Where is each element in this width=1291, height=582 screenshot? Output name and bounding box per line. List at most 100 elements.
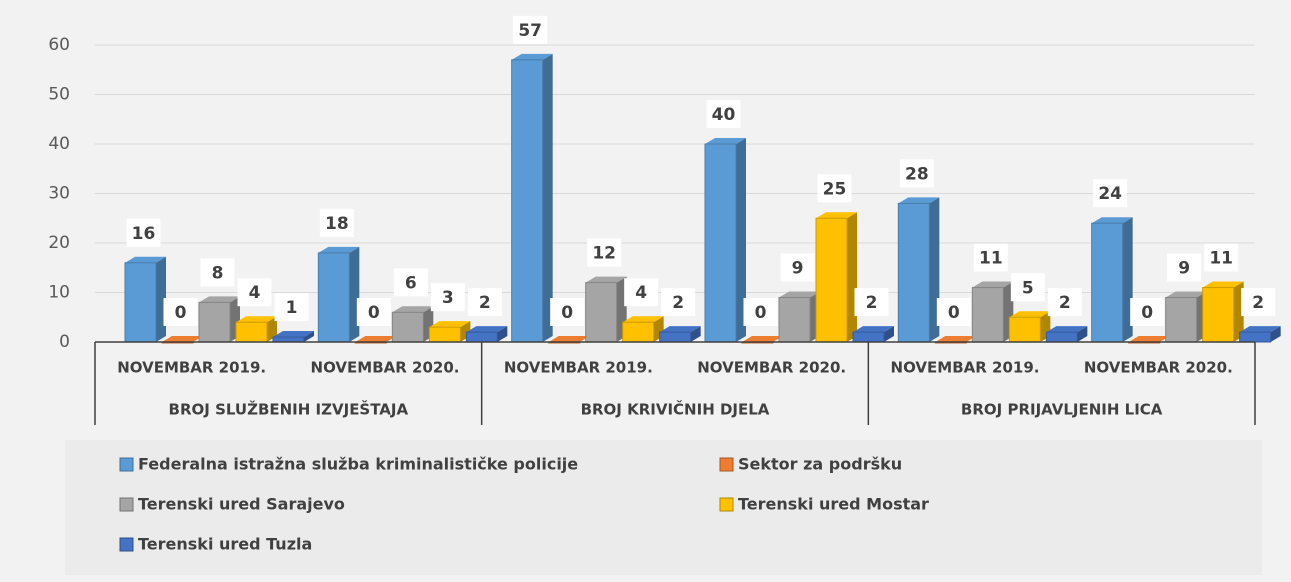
bar-top bbox=[585, 276, 627, 283]
data-label-box bbox=[1130, 298, 1165, 326]
bar-top bbox=[199, 296, 240, 303]
legend-swatch bbox=[119, 537, 134, 552]
bar-top bbox=[659, 326, 701, 333]
data-label-box bbox=[1241, 288, 1276, 317]
data-label: 12 bbox=[592, 244, 616, 264]
y-tick-label: 60 bbox=[48, 35, 70, 55]
bar-top bbox=[705, 138, 746, 144]
legend-swatch bbox=[119, 457, 134, 472]
y-tick-label: 20 bbox=[48, 233, 70, 253]
bar-side bbox=[847, 212, 857, 342]
bar-top bbox=[779, 291, 820, 298]
bar-top bbox=[853, 326, 894, 333]
bar-top bbox=[511, 53, 553, 60]
bar-top bbox=[466, 326, 508, 333]
data-label: 16 bbox=[132, 224, 156, 244]
bar-top bbox=[318, 246, 360, 253]
bar-top bbox=[162, 336, 203, 342]
bar-top bbox=[622, 316, 664, 323]
data-label-box bbox=[274, 293, 309, 322]
group-label: BROJ SLUŽBENIH IZVJEŠTAJA bbox=[169, 400, 409, 419]
data-label: 28 bbox=[905, 164, 929, 184]
data-label: 4 bbox=[635, 283, 647, 303]
data-label-box bbox=[1047, 288, 1082, 317]
bar-side bbox=[542, 53, 553, 342]
data-label: 2 bbox=[672, 293, 684, 313]
bar bbox=[198, 301, 231, 343]
data-label-box bbox=[467, 288, 502, 317]
data-label-box bbox=[550, 298, 585, 326]
data-label: 4 bbox=[249, 283, 261, 303]
bar bbox=[704, 143, 737, 343]
bar-top bbox=[236, 316, 277, 323]
data-label: 57 bbox=[518, 21, 542, 41]
data-label-box bbox=[513, 15, 548, 44]
data-label-box bbox=[1167, 253, 1202, 282]
bar-side bbox=[497, 326, 508, 342]
data-label-box bbox=[237, 278, 272, 307]
legend-swatch bbox=[119, 497, 134, 512]
data-label: 0 bbox=[1141, 303, 1153, 323]
bar-top bbox=[355, 336, 397, 342]
bar bbox=[124, 262, 157, 343]
bar bbox=[235, 321, 268, 343]
bar-side bbox=[267, 316, 277, 342]
bar bbox=[1045, 331, 1078, 343]
bar bbox=[317, 252, 350, 343]
data-label: 5 bbox=[1022, 278, 1034, 298]
bar-top bbox=[1046, 326, 1088, 333]
data-label-box bbox=[163, 298, 198, 326]
bar-top bbox=[1165, 291, 1207, 298]
bar-top bbox=[429, 321, 471, 328]
data-label: 2 bbox=[479, 293, 491, 313]
data-label-box bbox=[936, 298, 971, 326]
group-label: BROJ PRIJAVLJENIH LICA bbox=[961, 401, 1163, 419]
data-label-box bbox=[854, 288, 889, 317]
x-tick-label: NOVEMBAR 2020. bbox=[697, 359, 846, 377]
bar-side bbox=[884, 326, 894, 342]
data-label: 3 bbox=[442, 288, 454, 308]
bar-side bbox=[1270, 326, 1281, 342]
legend-label: Sektor za podršku bbox=[738, 455, 902, 474]
data-label-box bbox=[743, 298, 778, 326]
bar-top bbox=[1009, 311, 1051, 318]
bar-top bbox=[898, 197, 940, 204]
bar bbox=[465, 331, 498, 343]
data-label: 9 bbox=[792, 258, 804, 278]
bar-top bbox=[1128, 336, 1170, 342]
group-label: BROJ KRIVIČNIH DJELA bbox=[581, 400, 770, 419]
bar-side bbox=[736, 138, 746, 342]
data-label: 25 bbox=[823, 179, 847, 199]
data-label-box bbox=[1204, 243, 1239, 272]
bar-top bbox=[548, 336, 590, 342]
legend-swatch bbox=[719, 497, 734, 512]
bar-top bbox=[935, 336, 977, 342]
data-label: 9 bbox=[1178, 258, 1190, 278]
bar bbox=[897, 202, 930, 343]
bar-top bbox=[125, 256, 166, 263]
data-label-box bbox=[430, 283, 465, 312]
data-label-box bbox=[126, 218, 161, 247]
bar bbox=[622, 321, 655, 343]
data-label: 0 bbox=[368, 303, 380, 323]
bar bbox=[585, 282, 618, 343]
data-label: 0 bbox=[175, 303, 187, 323]
data-label-box bbox=[587, 238, 622, 267]
data-label: 40 bbox=[712, 105, 736, 125]
y-tick-label: 50 bbox=[48, 85, 70, 105]
x-tick-label: NOVEMBAR 2019. bbox=[504, 359, 653, 377]
data-label: 0 bbox=[755, 303, 767, 323]
bar-side bbox=[690, 326, 701, 342]
data-label: 8 bbox=[212, 263, 224, 283]
data-label: 0 bbox=[561, 303, 573, 323]
bar-side bbox=[349, 246, 360, 342]
data-label-box bbox=[706, 100, 741, 128]
data-label-box bbox=[973, 243, 1008, 272]
bar bbox=[1091, 222, 1124, 343]
legend-label: Terenski ured Mostar bbox=[738, 495, 929, 514]
bar-top bbox=[742, 336, 783, 342]
data-label-box bbox=[1010, 273, 1045, 302]
bar bbox=[511, 59, 544, 343]
bar bbox=[1239, 331, 1272, 343]
